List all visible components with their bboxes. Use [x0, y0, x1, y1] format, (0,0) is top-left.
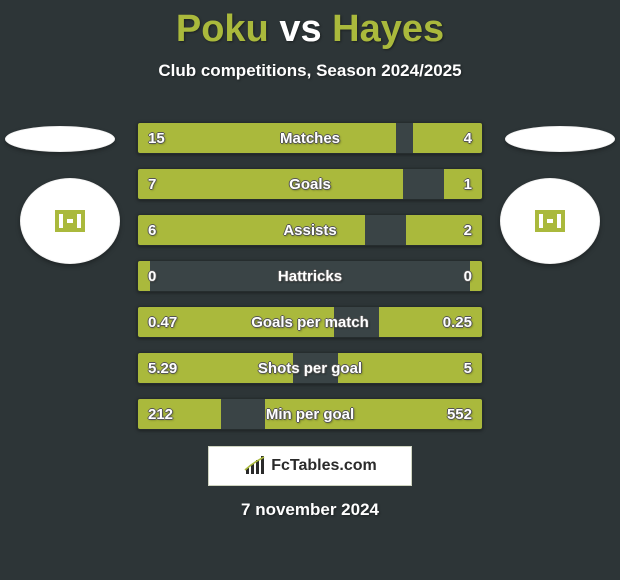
brand-badge: FcTables.com [208, 446, 412, 486]
avatar-placeholder-left-top [5, 126, 115, 152]
bar-mid-segment [396, 123, 413, 153]
bar-mid-segment [403, 169, 444, 199]
bar-left-segment [138, 169, 403, 199]
stat-value-right: 5 [454, 353, 482, 383]
stat-value-right: 2 [454, 215, 482, 245]
stat-row: 212552Min per goal [137, 398, 483, 430]
stat-value-left: 212 [138, 399, 183, 429]
stat-value-right: 4 [454, 123, 482, 153]
bar-mid-segment [293, 353, 338, 383]
stat-row: 62Assists [137, 214, 483, 246]
stat-value-right: 1 [454, 169, 482, 199]
stat-value-left: 0.47 [138, 307, 187, 337]
club-badge-icon [55, 210, 85, 232]
stat-value-left: 0 [138, 261, 166, 291]
bar-left-segment [138, 215, 365, 245]
stat-value-left: 6 [138, 215, 166, 245]
stat-value-right: 0 [454, 261, 482, 291]
stat-row: 71Goals [137, 168, 483, 200]
date-text: 7 november 2024 [0, 500, 620, 520]
stat-value-left: 15 [138, 123, 175, 153]
title-left: Poku [176, 8, 269, 50]
stat-value-left: 7 [138, 169, 166, 199]
stat-value-right: 552 [437, 399, 482, 429]
bar-chart-icon [243, 456, 267, 476]
club-badge-icon [535, 210, 565, 232]
stat-value-left: 5.29 [138, 353, 187, 383]
bar-mid-segment [221, 399, 266, 429]
avatar-placeholder-right-top [505, 126, 615, 152]
bar-mid-segment [150, 261, 470, 291]
title-sep: vs [279, 8, 321, 50]
subtitle: Club competitions, Season 2024/2025 [0, 61, 620, 81]
stat-row: 00Hattricks [137, 260, 483, 292]
stat-row: 5.295Shots per goal [137, 352, 483, 384]
comparison-bars: 154Matches71Goals62Assists00Hattricks0.4… [137, 122, 483, 444]
club-badge-left [20, 178, 120, 264]
stat-value-right: 0.25 [433, 307, 482, 337]
bar-mid-segment [365, 215, 406, 245]
page-title: Poku vs Hayes [0, 0, 620, 51]
brand-text: FcTables.com [271, 457, 377, 475]
stat-row: 0.470.25Goals per match [137, 306, 483, 338]
bar-mid-segment [334, 307, 379, 337]
bar-left-segment [138, 123, 396, 153]
stat-row: 154Matches [137, 122, 483, 154]
title-right: Hayes [332, 8, 444, 50]
club-badge-right [500, 178, 600, 264]
